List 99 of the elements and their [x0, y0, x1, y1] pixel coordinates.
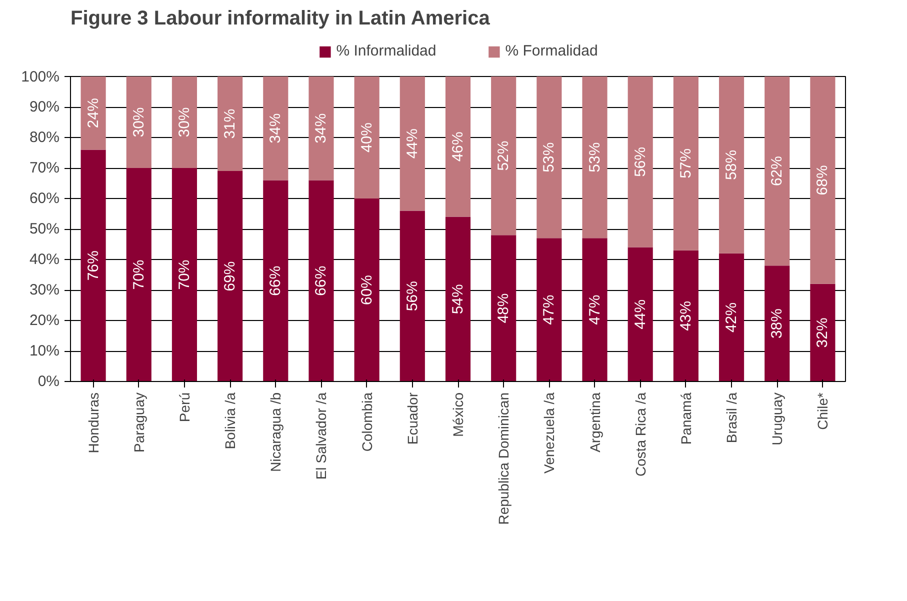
data-label: 66% — [312, 266, 330, 296]
legend-label: % Formalidad — [505, 42, 598, 60]
y-tick-label: 0% — [38, 373, 60, 390]
x-tick-label: Nicaragua /b — [268, 392, 284, 472]
bar — [582, 238, 608, 382]
bar — [308, 76, 334, 180]
x-tick-label: Argentina — [586, 392, 603, 452]
bar — [628, 247, 653, 382]
bar — [536, 76, 562, 238]
bar — [308, 180, 334, 382]
data-label: 58% — [723, 150, 740, 180]
data-label: 32% — [814, 318, 832, 348]
data-label: 42% — [723, 302, 740, 332]
bar — [628, 76, 653, 248]
data-label: 56% — [404, 281, 421, 312]
data-label: 52% — [495, 140, 512, 171]
data-label: 44% — [404, 128, 421, 159]
y-tick-label: 90% — [29, 98, 60, 116]
x-tick-label: Chile* — [814, 392, 831, 430]
data-label: 70% — [176, 260, 193, 290]
x-tick-label: Paraguay — [130, 392, 147, 452]
y-tick-label: 100% — [21, 68, 60, 86]
y-tick-label: 50% — [29, 220, 60, 238]
data-label: 66% — [267, 266, 284, 296]
data-label: 30% — [130, 107, 148, 138]
y-tick-label: 80% — [29, 129, 60, 146]
data-label: 48% — [495, 293, 512, 324]
data-label: 53% — [540, 142, 558, 172]
bar — [810, 284, 836, 382]
data-label: 46% — [450, 132, 466, 162]
chart-title: Figure 3 Labour informality in Latin America — [70, 8, 491, 30]
y-tick-label: 60% — [29, 190, 60, 207]
bar — [80, 76, 106, 150]
bar — [354, 198, 380, 382]
x-tick-label: Costa Rica /a — [632, 392, 648, 477]
bar — [491, 76, 516, 236]
bar — [491, 235, 516, 382]
data-label: 54% — [450, 284, 466, 314]
y-tick-label: 10% — [29, 342, 60, 360]
bar — [810, 76, 836, 284]
x-tick-label: Colombia — [358, 392, 375, 452]
bar — [718, 253, 744, 382]
bar — [354, 76, 380, 198]
x-tick-label: Uruguay — [769, 392, 786, 446]
bar — [218, 76, 243, 172]
data-label: 43% — [677, 300, 694, 331]
x-tick-label: Perú — [176, 392, 192, 422]
data-label: 47% — [586, 294, 604, 325]
data-label: 57% — [677, 148, 694, 178]
x-tick-label: México — [450, 392, 466, 437]
data-label: 53% — [586, 142, 604, 172]
bar — [126, 168, 152, 382]
x-tick-label: Honduras — [85, 392, 102, 454]
bar — [673, 250, 698, 382]
x-tick-label: Ecuador — [404, 392, 420, 445]
data-label: 34% — [312, 113, 330, 144]
bar — [172, 168, 198, 382]
bar — [445, 76, 471, 217]
bar — [764, 266, 790, 382]
data-label: 68% — [814, 165, 832, 196]
bar — [80, 150, 106, 382]
data-label: 76% — [84, 250, 102, 281]
bar — [582, 76, 608, 238]
bar — [263, 76, 288, 180]
x-tick-label: Venezuela /a — [541, 392, 558, 474]
data-label: 56% — [632, 146, 649, 177]
x-tick-label: Brasil /a — [724, 392, 740, 444]
legend-label: % Informalidad — [336, 42, 436, 60]
data-label: 30% — [176, 107, 193, 138]
bar — [400, 76, 425, 211]
data-label: 70% — [130, 260, 148, 290]
y-tick-label: 40% — [29, 251, 60, 268]
bar — [673, 76, 698, 250]
bar — [218, 171, 243, 382]
bar — [172, 76, 198, 168]
bar — [263, 180, 288, 382]
data-label: 62% — [768, 156, 786, 186]
data-label: 69% — [222, 261, 239, 292]
data-label: 47% — [540, 294, 558, 325]
bar — [126, 76, 152, 168]
data-label: 34% — [267, 113, 284, 144]
x-tick-label: Republica Dominican — [496, 392, 512, 525]
bar — [764, 76, 790, 266]
bar — [445, 216, 471, 382]
data-label: 44% — [632, 299, 649, 330]
bar — [718, 76, 744, 254]
x-tick-label: Bolivia /a — [222, 392, 238, 450]
data-label: 24% — [84, 98, 102, 128]
y-tick-label: 20% — [29, 312, 60, 329]
x-tick-label: El Salvador /a — [313, 392, 330, 480]
data-label: 60% — [358, 274, 376, 306]
data-label: 38% — [768, 308, 786, 339]
data-label: 31% — [222, 108, 239, 139]
bar — [536, 238, 562, 382]
bar — [400, 210, 425, 382]
data-label: 40% — [358, 122, 376, 153]
y-tick-label: 70% — [29, 160, 60, 176]
y-tick-label: 30% — [29, 282, 60, 298]
x-tick-label: Panamá — [678, 392, 694, 445]
